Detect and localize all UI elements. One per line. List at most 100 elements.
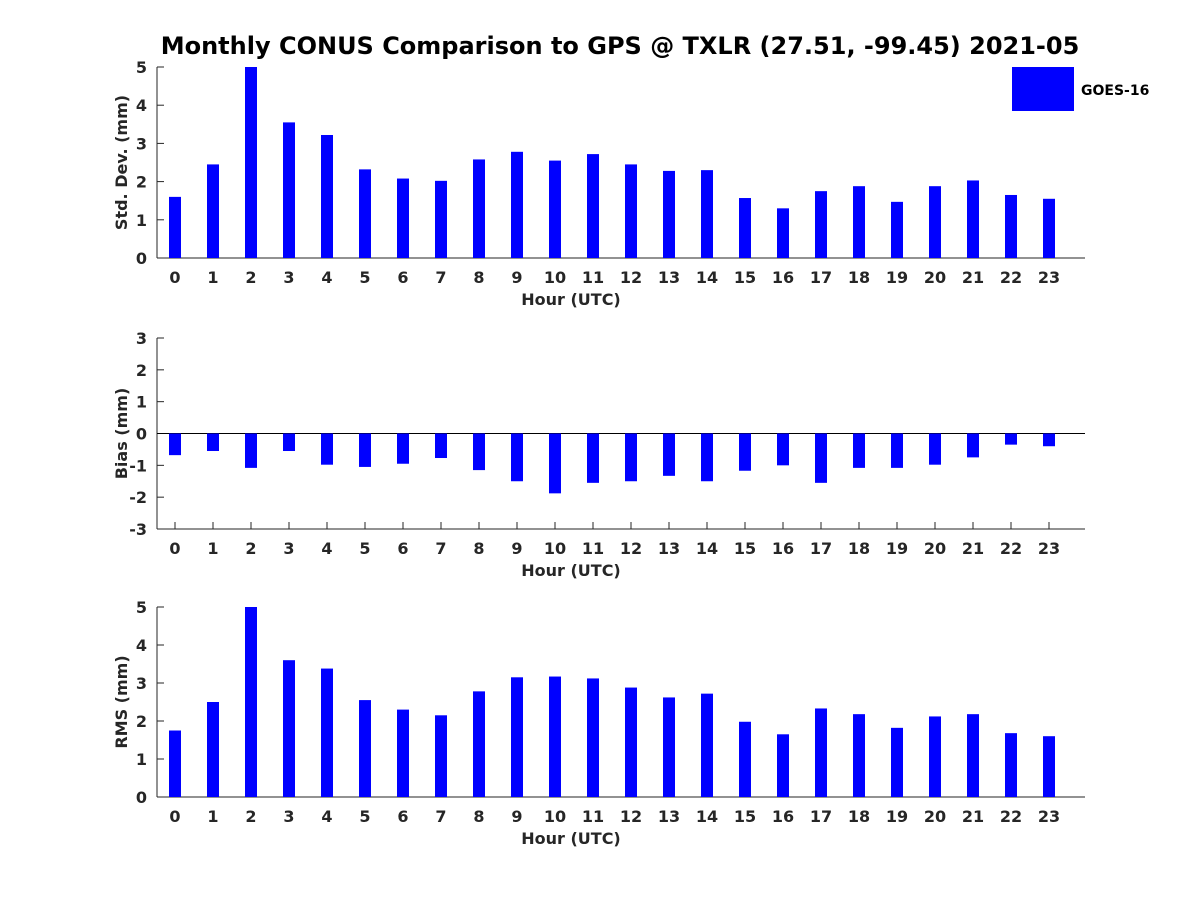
x-tick-label: 8 — [473, 539, 484, 558]
bar-rms-12 — [625, 687, 637, 797]
bar-bias-2 — [245, 433, 257, 468]
bar-std-dev-5 — [359, 169, 371, 258]
x-tick-label: 6 — [397, 539, 408, 558]
bar-rms-5 — [359, 700, 371, 797]
y-axis-label: RMS (mm) — [112, 655, 131, 748]
bar-std-dev-8 — [473, 159, 485, 258]
x-tick-label: 3 — [283, 268, 294, 287]
x-tick-label: 0 — [169, 807, 180, 826]
x-tick-label: 9 — [511, 807, 522, 826]
x-tick-label: 20 — [924, 539, 946, 558]
y-tick-label: 3 — [136, 134, 147, 153]
bar-std-dev-10 — [549, 160, 561, 258]
bar-bias-15 — [739, 433, 751, 471]
bar-bias-0 — [169, 433, 181, 456]
x-tick-label: 1 — [207, 539, 218, 558]
bar-bias-3 — [283, 433, 295, 452]
bar-rms-22 — [1005, 733, 1017, 797]
bar-rms-16 — [777, 734, 789, 797]
bar-std-dev-22 — [1005, 194, 1017, 258]
bar-rms-7 — [435, 715, 447, 797]
y-tick-label: 5 — [136, 598, 147, 617]
bar-std-dev-0 — [169, 196, 181, 258]
x-tick-label: 7 — [435, 539, 446, 558]
x-tick-label: 6 — [397, 807, 408, 826]
x-tick-label: 19 — [886, 539, 908, 558]
y-tick-label: -1 — [129, 456, 147, 475]
y-tick-label: 1 — [136, 393, 147, 412]
x-tick-label: 7 — [435, 268, 446, 287]
bar-rms-2 — [245, 607, 257, 797]
y-tick-label: 2 — [136, 361, 147, 380]
chart-title: Monthly CONUS Comparison to GPS @ TXLR (… — [161, 32, 1080, 60]
bar-bias-10 — [549, 433, 561, 494]
bar-std-dev-1 — [207, 164, 219, 258]
y-tick-label: 2 — [136, 173, 147, 192]
x-tick-label: 18 — [848, 807, 870, 826]
x-tick-label: 12 — [620, 807, 642, 826]
x-tick-label: 20 — [924, 807, 946, 826]
x-tick-label: 9 — [511, 268, 522, 287]
bar-std-dev-18 — [853, 186, 865, 258]
bar-rms-14 — [701, 693, 713, 797]
bar-bias-12 — [625, 433, 637, 482]
y-axis-label: Bias (mm) — [112, 388, 131, 480]
y-axis-label: Std. Dev. (mm) — [112, 95, 131, 230]
x-axis-label: Hour (UTC) — [521, 829, 621, 848]
x-tick-label: 11 — [582, 268, 604, 287]
bar-std-dev-23 — [1043, 198, 1055, 258]
y-tick-label: 0 — [136, 425, 147, 444]
y-tick-label: 4 — [136, 96, 147, 115]
x-tick-label: 9 — [511, 539, 522, 558]
x-tick-label: 14 — [696, 539, 718, 558]
bar-bias-20 — [929, 433, 941, 465]
bar-std-dev-20 — [929, 186, 941, 258]
x-tick-label: 7 — [435, 807, 446, 826]
x-tick-label: 2 — [245, 539, 256, 558]
bar-rms-1 — [207, 702, 219, 797]
bar-rms-8 — [473, 691, 485, 797]
x-tick-label: 10 — [544, 807, 566, 826]
x-tick-label: 2 — [245, 807, 256, 826]
x-tick-label: 18 — [848, 268, 870, 287]
bar-std-dev-2 — [245, 67, 257, 258]
x-tick-label: 14 — [696, 807, 718, 826]
bar-rms-21 — [967, 714, 979, 797]
x-tick-label: 15 — [734, 268, 756, 287]
x-tick-label: 1 — [207, 807, 218, 826]
bar-std-dev-16 — [777, 208, 789, 258]
x-tick-label: 11 — [582, 807, 604, 826]
x-tick-label: 23 — [1038, 807, 1060, 826]
x-tick-label: 8 — [473, 807, 484, 826]
bar-rms-18 — [853, 714, 865, 797]
bar-rms-6 — [397, 709, 409, 797]
bar-rms-13 — [663, 697, 675, 797]
x-axis-label: Hour (UTC) — [521, 290, 621, 309]
bar-bias-7 — [435, 433, 447, 459]
x-tick-label: 5 — [359, 807, 370, 826]
bar-bias-8 — [473, 433, 485, 471]
bar-std-dev-14 — [701, 170, 713, 258]
x-tick-label: 11 — [582, 539, 604, 558]
x-tick-label: 21 — [962, 539, 984, 558]
x-tick-label: 13 — [658, 807, 680, 826]
x-tick-label: 12 — [620, 268, 642, 287]
legend-swatch — [1012, 67, 1074, 111]
bar-std-dev-21 — [967, 180, 979, 258]
y-tick-label: 5 — [136, 58, 147, 77]
x-tick-label: 19 — [886, 807, 908, 826]
x-tick-label: 18 — [848, 539, 870, 558]
y-tick-label: 3 — [136, 674, 147, 693]
x-tick-label: 21 — [962, 268, 984, 287]
bar-bias-9 — [511, 433, 523, 482]
bar-std-dev-19 — [891, 201, 903, 258]
bar-rms-23 — [1043, 736, 1055, 797]
legend: GOES-16 — [1012, 67, 1149, 111]
x-tick-label: 0 — [169, 268, 180, 287]
bar-bias-5 — [359, 433, 371, 467]
